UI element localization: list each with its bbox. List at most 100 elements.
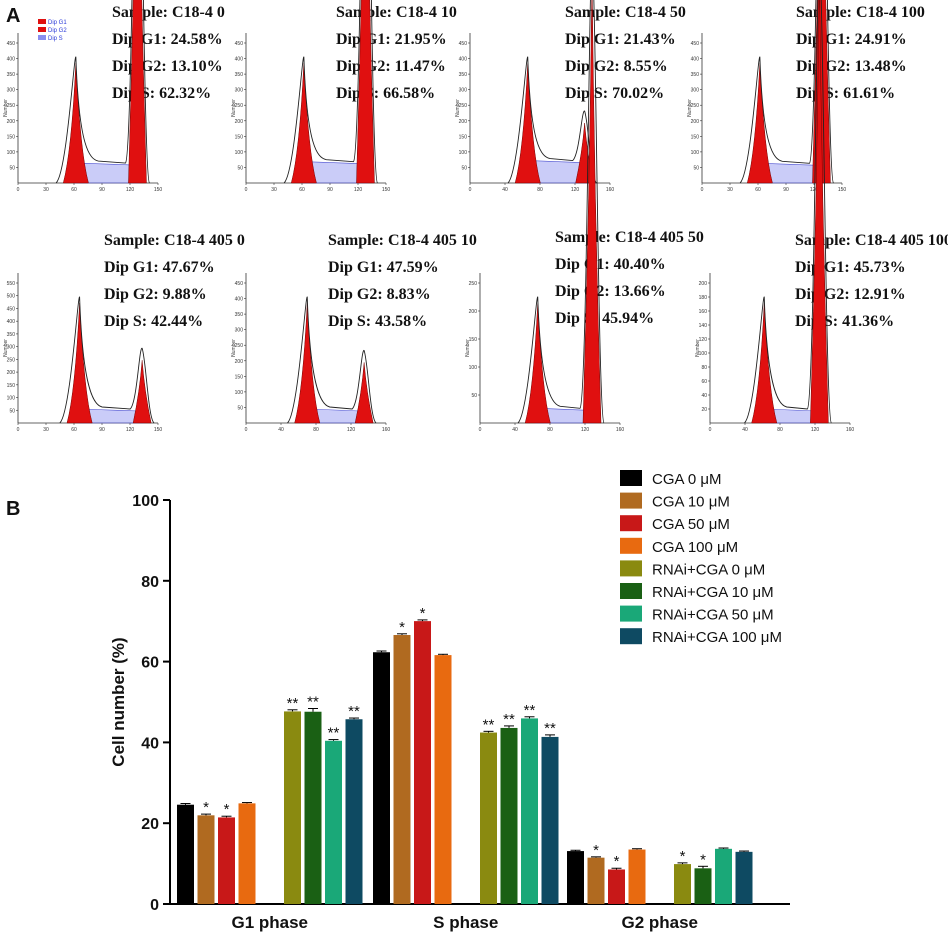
histogram-g1-peak: [751, 302, 778, 424]
histogram-y-tick-label: 550: [7, 281, 16, 287]
histogram-g2-label: Dip G2: 13.48%: [796, 58, 907, 75]
histogram-s-label: Dip S: 45.94%: [555, 310, 654, 327]
histogram-x-tick-label: 150: [154, 187, 163, 193]
histogram-s-label: Dip S: 62.32%: [112, 85, 211, 102]
histogram-y-tick-label: 50: [9, 165, 15, 171]
histogram-x-tick-label: 150: [382, 187, 391, 193]
histogram-y-tick-label: 150: [235, 374, 244, 380]
histogram-x-tick-label: 60: [71, 187, 77, 193]
histogram-8: Sample: C18-4 405 100 Dip G1: 45.73% Dip G…: [695, 0, 948, 433]
histogram-x-tick-label: 30: [43, 187, 49, 193]
histogram-fit-curve: [55, 0, 150, 184]
b-legend-swatch: [620, 515, 642, 532]
b-bar: [628, 849, 646, 904]
histogram-y-label: Number: [231, 99, 237, 117]
histogram-y-tick-label: 250: [7, 357, 16, 363]
histogram-y-tick-label: 450: [7, 41, 16, 47]
histogram-y-tick-label: 250: [691, 103, 700, 109]
b-bar: [434, 655, 452, 904]
b-bar: [608, 869, 625, 904]
b-bar: [694, 868, 712, 904]
b-bar: [500, 727, 518, 904]
panel-b-label: B: [6, 498, 20, 520]
panel-a-label: A: [6, 5, 20, 27]
histogram-g1-label: Dip G1: 40.40%: [555, 256, 666, 273]
histogram-y-tick-label: 400: [7, 319, 16, 325]
b-significance-mark: *: [593, 842, 599, 859]
histogram-y-tick-label: 250: [7, 103, 16, 109]
histogram-7: Sample: C18-4 405 50 Dip G1: 40.40% Dip G2…: [465, 0, 704, 433]
histogram-g1-label: Dip G1: 47.67%: [104, 259, 215, 276]
b-significance-mark: **: [307, 694, 319, 711]
histogram-sample-label: Sample: C18-4 405 0: [104, 232, 245, 249]
histogram-y-tick-label: 450: [691, 41, 700, 47]
histogram-x-tick-label: 150: [154, 427, 163, 433]
histogram-g1-label: Dip G1: 21.43%: [565, 31, 676, 48]
histogram-x-tick-label: 160: [606, 187, 615, 193]
histogram-x-tick-label: 0: [701, 187, 704, 193]
histogram-x-tick-label: 0: [709, 427, 712, 433]
histogram-sample-label: Sample: C18-4 405 50: [555, 229, 704, 246]
histogram-x-tick-label: 120: [347, 427, 356, 433]
histogram-fit-curve: [744, 0, 832, 424]
histogram-y-tick-label: 50: [9, 408, 15, 414]
histogram-s-label: Dip S: 66.58%: [336, 85, 435, 102]
histogram-g2-label: Dip G2: 9.88%: [104, 286, 207, 303]
histogram-y-tick-label: 100: [235, 150, 244, 156]
histogram-y-tick-label: 50: [237, 165, 243, 171]
b-bar: [414, 621, 431, 904]
histogram-g1-peak: [66, 302, 93, 424]
b-y-axis-label: Cell number (%): [109, 637, 128, 766]
mini-legend-swatch: [38, 35, 46, 40]
histogram-3: Sample: C18-4 50 Dip G1: 21.43% Dip G2: 8.…: [455, 4, 686, 193]
histogram-y-label: Number: [695, 339, 701, 357]
b-legend-swatch: [620, 583, 642, 599]
histogram-y-tick-label: 20: [701, 407, 707, 413]
b-legend-label: CGA 50 μM: [652, 516, 730, 533]
histogram-s-label: Dip S: 42.44%: [104, 313, 203, 330]
histogram-x-tick-label: 0: [245, 427, 248, 433]
histogram-y-tick-label: 350: [235, 312, 244, 318]
histogram-x-tick-label: 120: [354, 187, 363, 193]
histogram-x-tick-label: 60: [71, 427, 77, 433]
histogram-1: Sample: C18-4 0 Dip G1: 24.58% Dip G2: 13.…: [3, 0, 225, 193]
histogram-y-tick-label: 150: [7, 383, 16, 389]
histogram-y-label: Number: [3, 99, 9, 117]
b-legend-swatch: [620, 560, 642, 577]
histogram-g2-label: Dip G2: 12.91%: [795, 286, 906, 303]
histogram-x-tick-label: 40: [742, 427, 748, 433]
histogram-y-tick-label: 200: [7, 119, 16, 125]
histogram-y-tick-label: 250: [469, 281, 478, 287]
b-significance-mark: *: [680, 848, 686, 865]
histogram-y-tick-label: 350: [691, 72, 700, 78]
histogram-x-tick-label: 120: [571, 187, 580, 193]
mini-legend-label: Dip S: [48, 36, 63, 42]
histogram-y-tick-label: 100: [235, 390, 244, 396]
histogram-y-tick-label: 40: [701, 393, 707, 399]
histogram-x-tick-label: 160: [846, 427, 855, 433]
histogram-sample-label: Sample: C18-4 405 100: [795, 232, 948, 249]
histogram-g2-peak: [810, 0, 829, 424]
b-legend-label: RNAi+CGA 0 μM: [652, 561, 765, 578]
b-bar: [715, 848, 732, 904]
histogram-y-tick-label: 150: [235, 134, 244, 140]
histogram-g1-peak: [62, 62, 89, 184]
b-bar: [587, 857, 605, 904]
histogram-y-tick-label: 200: [691, 119, 700, 125]
histogram-x-tick-label: 120: [810, 187, 819, 193]
histogram-x-tick-label: 0: [479, 427, 482, 433]
histogram-y-tick-label: 450: [459, 41, 468, 47]
b-legend-label: CGA 0 μM: [652, 471, 722, 488]
histogram-y-tick-label: 120: [699, 337, 708, 343]
mini-legend-label: Dip G1: [48, 20, 67, 26]
histogram-g2-label: Dip G2: 13.10%: [112, 58, 223, 75]
histogram-y-tick-label: 200: [469, 309, 478, 315]
b-bar: [345, 719, 363, 904]
b-legend: CGA 0 μM CGA 10 μM CGA 50 μM CGA 100 μM RNAi…: [620, 470, 782, 646]
histogram-x-tick-label: 80: [777, 427, 783, 433]
histogram-y-tick-label: 300: [235, 328, 244, 334]
histogram-y-tick-label: 150: [7, 134, 16, 140]
b-bar: [197, 815, 215, 904]
histogram-y-tick-label: 450: [235, 41, 244, 47]
